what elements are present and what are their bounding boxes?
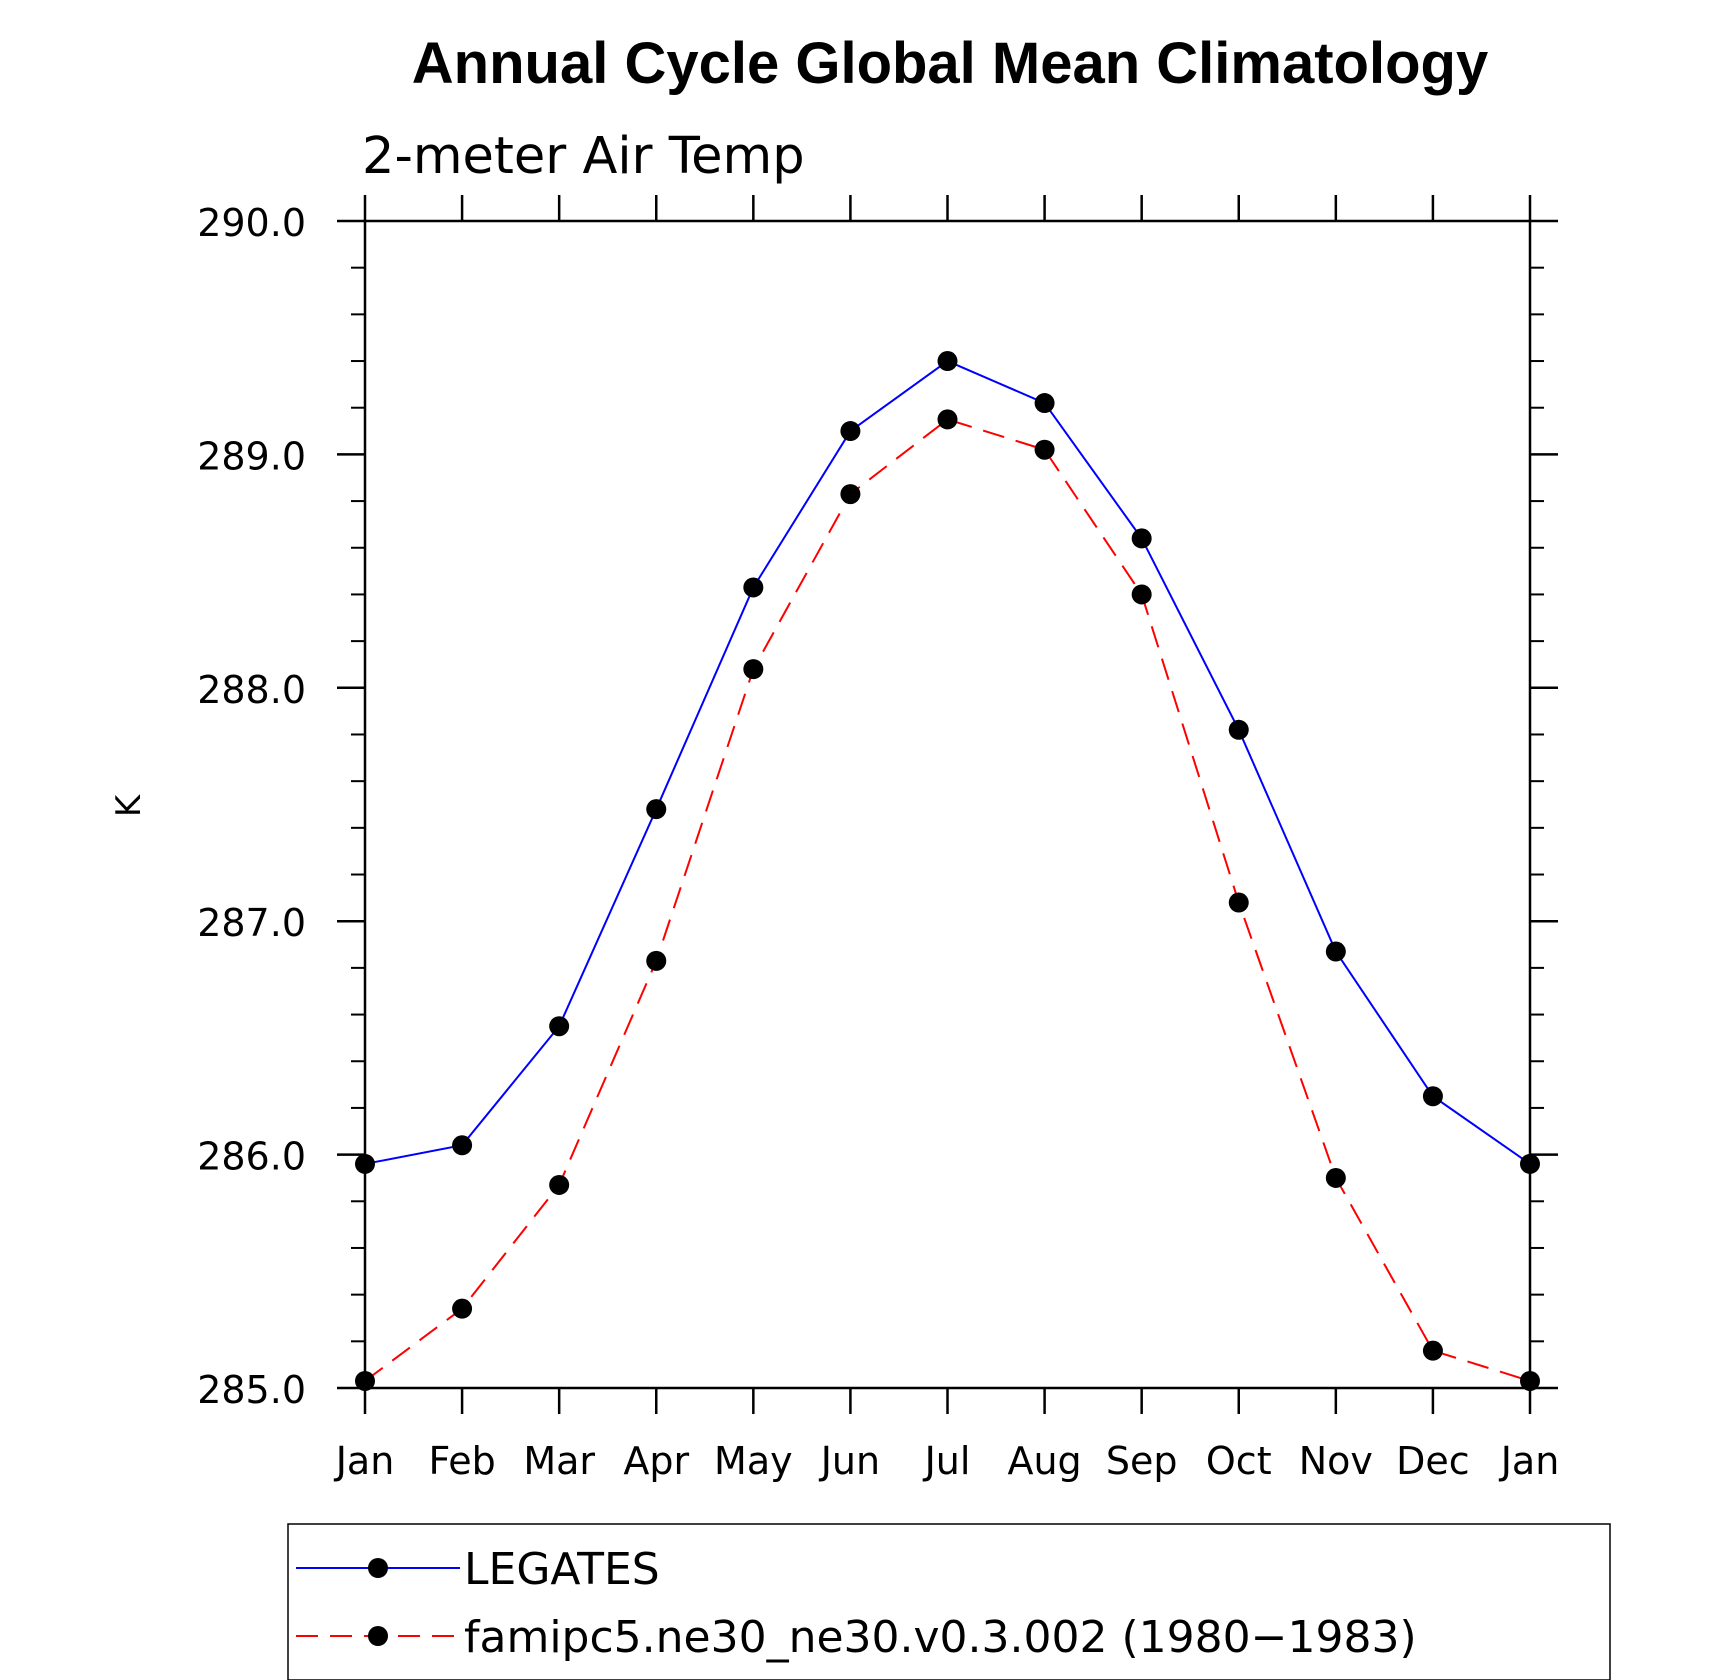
data-point-series-1 bbox=[1131, 584, 1152, 605]
data-point-series-0 bbox=[355, 1153, 375, 1174]
data-point-series-0 bbox=[840, 421, 861, 442]
data-point-series-1 bbox=[1520, 1370, 1540, 1391]
x-tick-label: Oct bbox=[1206, 1439, 1272, 1483]
data-point-series-1 bbox=[1228, 892, 1249, 913]
x-tick-label: Feb bbox=[428, 1439, 495, 1483]
data-point-series-0 bbox=[1422, 1086, 1443, 1107]
data-point-series-0 bbox=[549, 1016, 570, 1037]
data-point-series-0 bbox=[1034, 393, 1055, 414]
data-point-series-0 bbox=[646, 799, 667, 820]
x-tick-label: Sep bbox=[1106, 1439, 1178, 1483]
x-tick-label: Dec bbox=[1396, 1439, 1470, 1483]
data-point-series-1 bbox=[646, 950, 667, 971]
data-point-series-0 bbox=[1520, 1153, 1540, 1174]
chart-subtitle: 2-meter Air Temp bbox=[362, 127, 805, 186]
x-tick-label: Jun bbox=[819, 1439, 880, 1483]
x-tick-label: May bbox=[714, 1439, 793, 1483]
chart-title: Annual Cycle Global Mean Climatology bbox=[412, 31, 1488, 96]
series-line-0 bbox=[364, 359, 1531, 1165]
legend-box bbox=[287, 1523, 1611, 1680]
y-tick-label: 286.0 bbox=[197, 1135, 306, 1179]
data-point-series-0 bbox=[1228, 719, 1249, 740]
y-tick-label: 287.0 bbox=[197, 901, 306, 945]
y-tick-label: 288.0 bbox=[197, 668, 306, 712]
x-tick-label: Apr bbox=[623, 1439, 689, 1483]
y-tick-label: 285.0 bbox=[197, 1368, 306, 1412]
data-point-series-1 bbox=[840, 484, 861, 505]
y-tick-label: 289.0 bbox=[197, 434, 306, 478]
legend-label-legates: LEGATES bbox=[464, 1544, 660, 1595]
data-point-series-0 bbox=[1325, 941, 1346, 962]
x-tick-label: Jan bbox=[1499, 1439, 1560, 1483]
data-point-series-1 bbox=[549, 1174, 570, 1195]
data-point-series-1 bbox=[452, 1298, 473, 1319]
x-tick-label: Nov bbox=[1299, 1439, 1373, 1483]
data-point-series-1 bbox=[937, 409, 958, 430]
plot-area: Jan Feb Mar Apr May Jun Jul Aug Sep Oct Nov Dec Jan 2… bbox=[197, 195, 1559, 1483]
x-tick-label: Mar bbox=[523, 1439, 595, 1483]
data-point-series-1 bbox=[1422, 1340, 1443, 1361]
data-point-series-0 bbox=[743, 577, 764, 598]
legend-label-famipc5: famipc5.ne30_ne30.v0.3.002 (1980−1983) bbox=[464, 1612, 1417, 1663]
y-tick-label: 290.0 bbox=[197, 201, 306, 245]
x-tick-label: Jan bbox=[334, 1439, 395, 1483]
y-axis-label: K bbox=[109, 793, 149, 817]
legend-marker-famipc5 bbox=[368, 1626, 388, 1646]
data-point-series-0 bbox=[1131, 528, 1152, 549]
data-point-series-0 bbox=[452, 1135, 473, 1156]
x-tick-label: Aug bbox=[1007, 1439, 1081, 1483]
legend: LEGATES famipc5.ne30_ne30.v0.3.002 (1980… bbox=[287, 1523, 1611, 1680]
series-line-1 bbox=[364, 418, 1531, 1382]
data-point-series-0 bbox=[937, 351, 958, 372]
legend-marker-legates bbox=[368, 1558, 388, 1578]
data-point-series-1 bbox=[1325, 1167, 1346, 1188]
data-point-series-1 bbox=[355, 1370, 375, 1391]
data-point-series-1 bbox=[1034, 439, 1055, 460]
data-point-series-1 bbox=[743, 659, 764, 680]
x-tick-label: Jul bbox=[923, 1439, 971, 1483]
